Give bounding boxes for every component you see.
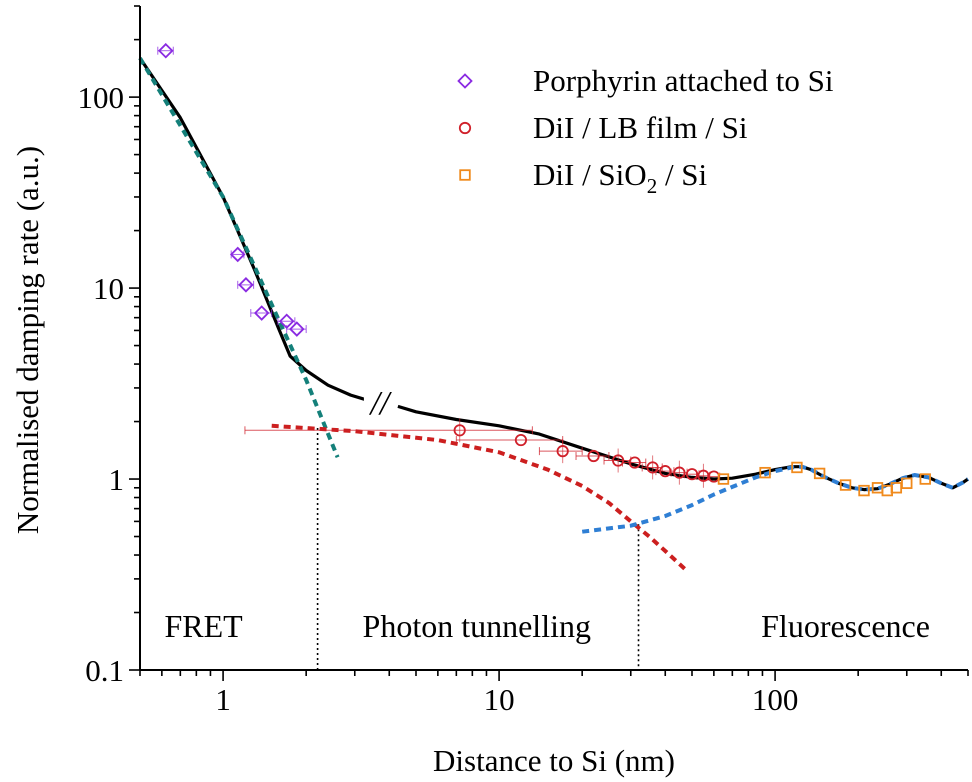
- data-point-3: [759, 466, 771, 479]
- curve-photon-tunnelling-1: [271, 423, 689, 573]
- data-point-3: [717, 473, 730, 485]
- legend-marker-1: [457, 73, 473, 89]
- y-tick-label: 0.1: [85, 653, 124, 688]
- x-tick-label: 1: [215, 682, 231, 717]
- region-label: Fluorescence: [761, 608, 930, 644]
- data-point-2: [646, 461, 659, 474]
- x-axis-label: Distance to Si (nm): [433, 743, 675, 778]
- region-label: FRET: [164, 608, 243, 644]
- axes: 1 10 100 0.1 1 10 100: [78, 5, 969, 717]
- data-point-2: [587, 449, 600, 463]
- data-point-1: [158, 42, 174, 59]
- model-curves: [138, 57, 970, 573]
- x-tick-label: 10: [484, 682, 515, 717]
- curve-total-1: [138, 57, 367, 402]
- y-tick-label: 10: [93, 271, 124, 306]
- data-point-2: [628, 456, 641, 469]
- data-point-3: [813, 467, 826, 480]
- data-point-1: [229, 246, 246, 263]
- legend-label-1: Porphyrin attached to Si: [533, 63, 834, 98]
- annotations: // FRET Photon tunnelling Fluorescence: [164, 385, 929, 644]
- crossover-lines: [316, 428, 640, 670]
- legend-marker-3: [459, 169, 471, 181]
- region-label: Photon tunnelling: [363, 608, 591, 644]
- legend-label-3: DiI / SiO2 / Si: [533, 157, 708, 198]
- data-point-3: [901, 477, 913, 489]
- data-point-1: [253, 305, 270, 321]
- axis-break-label: //: [368, 385, 392, 422]
- data-point-3: [858, 484, 870, 497]
- data-point-1: [238, 277, 254, 293]
- data-point-3: [839, 479, 852, 491]
- axis-break-mask: [363, 389, 396, 418]
- legend: Porphyrin attached to Si DiI / LB film / …: [457, 63, 834, 198]
- data-point-2: [514, 433, 528, 447]
- data-point-2: [659, 465, 672, 478]
- y-tick-label: 1: [109, 462, 125, 497]
- data-point-3: [791, 461, 803, 474]
- x-tick-label: 100: [752, 682, 799, 717]
- data-point-2: [612, 454, 625, 467]
- legend-label-2: DiI / LB film / Si: [533, 110, 748, 145]
- legend-marker-2: [458, 121, 472, 135]
- data-point-3: [919, 473, 931, 485]
- data-point-1: [289, 321, 305, 337]
- curve-fluorescence-1: [581, 464, 970, 534]
- y-tick-label: 100: [78, 80, 125, 115]
- data-point-2: [453, 424, 466, 437]
- data-point-2: [556, 445, 569, 458]
- data-series: [157, 42, 931, 497]
- curve-fret-1: [138, 57, 340, 459]
- y-axis-label: Normalised damping rate (a.u.): [10, 146, 45, 534]
